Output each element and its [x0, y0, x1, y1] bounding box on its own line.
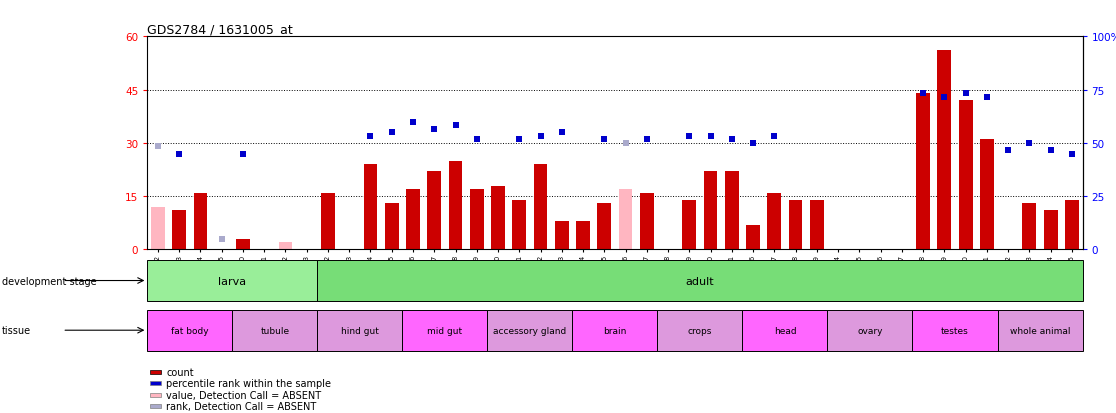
Bar [406, 190, 420, 250]
Point [468, 137, 485, 143]
Point [1020, 140, 1038, 147]
Text: GDS2784 / 1631005_at: GDS2784 / 1631005_at [147, 23, 294, 36]
Bar [827, 310, 913, 351]
Bar [403, 310, 488, 351]
Point [1062, 151, 1080, 157]
Point [1041, 147, 1059, 154]
Bar [913, 310, 998, 351]
Point [383, 130, 401, 136]
Bar [317, 310, 403, 351]
Bar [151, 207, 165, 250]
Point [935, 94, 953, 101]
Text: adult: adult [685, 276, 714, 286]
Bar [1022, 204, 1037, 250]
Bar [470, 190, 483, 250]
Bar [449, 161, 462, 250]
Bar [364, 165, 377, 250]
Bar [998, 310, 1083, 351]
Bar [980, 140, 993, 250]
Text: percentile rank within the sample: percentile rank within the sample [166, 378, 331, 388]
Bar [597, 204, 612, 250]
Text: fat body: fat body [171, 326, 209, 335]
Text: tubule: tubule [260, 326, 289, 335]
Point [956, 90, 974, 97]
Text: ovary: ovary [857, 326, 883, 335]
Point [510, 137, 528, 143]
Bar [937, 51, 951, 250]
Bar [768, 193, 781, 250]
Bar [555, 221, 569, 250]
Bar [193, 193, 208, 250]
Point [446, 123, 464, 129]
Bar [573, 310, 657, 351]
Text: hind gut: hind gut [340, 326, 378, 335]
Text: testes: testes [941, 326, 969, 335]
Text: brain: brain [604, 326, 626, 335]
Point [617, 140, 635, 147]
Bar [1043, 211, 1058, 250]
Bar [385, 204, 398, 250]
Point [914, 90, 932, 97]
Point [425, 126, 443, 133]
Text: crops: crops [687, 326, 712, 335]
Text: tissue: tissue [2, 325, 31, 335]
Point [362, 133, 379, 140]
Bar [916, 94, 930, 250]
Text: count: count [166, 367, 194, 377]
Bar [321, 193, 335, 250]
Bar [491, 186, 504, 250]
Point [681, 133, 699, 140]
Point [552, 130, 570, 136]
Point [766, 133, 783, 140]
Text: development stage: development stage [2, 276, 97, 286]
Bar [237, 239, 250, 250]
Point [978, 94, 995, 101]
Text: larva: larva [219, 276, 247, 286]
Bar [172, 211, 186, 250]
Bar [747, 225, 760, 250]
Bar [704, 172, 718, 250]
Bar [682, 200, 696, 250]
Bar [317, 260, 1083, 301]
Bar [725, 172, 739, 250]
Point [638, 137, 656, 143]
Bar [789, 200, 802, 250]
Point [999, 147, 1017, 154]
Bar [576, 221, 590, 250]
Point [404, 119, 422, 126]
Bar [618, 190, 633, 250]
Text: accessory gland: accessory gland [493, 326, 567, 335]
Point [171, 151, 189, 157]
Bar [810, 200, 824, 250]
Bar [512, 200, 526, 250]
Point [702, 133, 720, 140]
Bar [147, 310, 232, 351]
Bar [427, 172, 441, 250]
Text: whole animal: whole animal [1010, 326, 1070, 335]
Point [744, 140, 762, 147]
Point [595, 137, 613, 143]
Point [723, 137, 741, 143]
Bar [742, 310, 827, 351]
Point [150, 144, 167, 150]
Bar [232, 310, 317, 351]
Text: mid gut: mid gut [427, 326, 462, 335]
Text: value, Detection Call = ABSENT: value, Detection Call = ABSENT [166, 390, 321, 400]
Bar [279, 243, 292, 250]
Bar [639, 193, 654, 250]
Bar [1065, 200, 1079, 250]
Point [531, 133, 549, 140]
Text: head: head [773, 326, 797, 335]
Bar [147, 260, 317, 301]
Text: rank, Detection Call = ABSENT: rank, Detection Call = ABSENT [166, 401, 317, 411]
Bar [533, 165, 548, 250]
Point [213, 236, 231, 242]
Bar [959, 101, 972, 250]
Bar [657, 310, 742, 351]
Point [234, 151, 252, 157]
Bar [488, 310, 573, 351]
